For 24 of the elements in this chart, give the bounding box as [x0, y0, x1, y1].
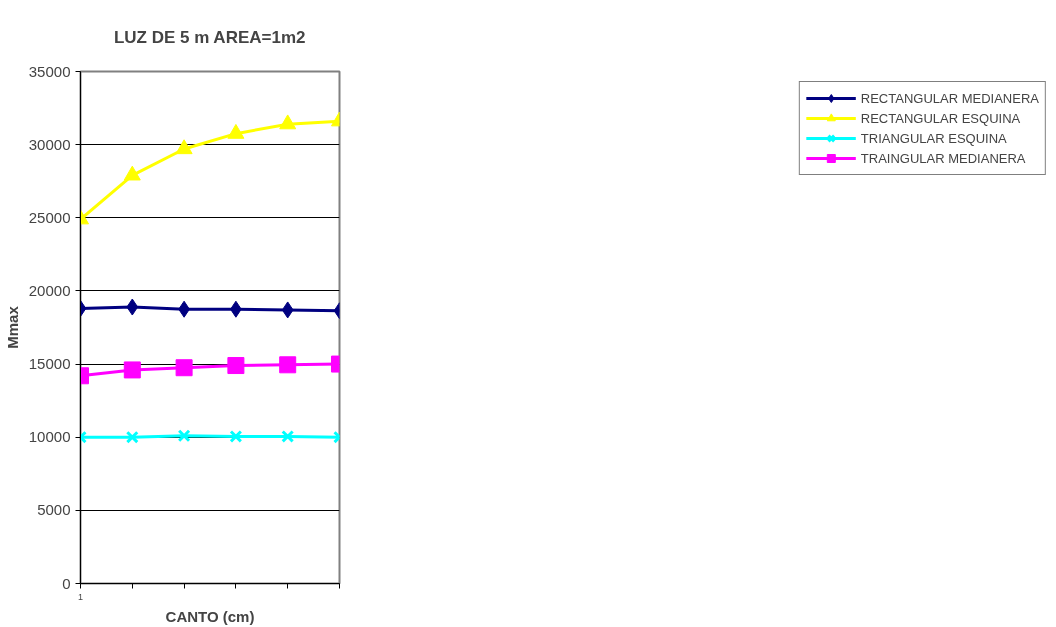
y-axis-title: Mmax — [3, 305, 21, 349]
point — [281, 301, 294, 319]
y-tick-label: 10000 — [28, 428, 71, 446]
point — [175, 359, 193, 377]
x-axis-title: CANTO (cm) — [165, 607, 255, 625]
legend-label: TRAINGULAR MEDIANERA — [860, 150, 1026, 166]
point — [175, 139, 193, 155]
y-tick-label: 5000 — [37, 501, 71, 519]
y-tick-label: 25000 — [28, 208, 71, 226]
point — [227, 357, 245, 375]
point — [229, 430, 243, 443]
point — [126, 298, 139, 316]
point — [177, 429, 191, 443]
legend-label: TRIANGULAR ESQUINA — [860, 130, 1007, 146]
y-tick-label: 0 — [62, 574, 71, 592]
x-tick-label: 1 — [78, 591, 84, 602]
chart-title: LUZ DE 5 m AREA=1m2 — [113, 27, 306, 47]
legend-label: RECTANGULAR ESQUINA — [860, 110, 1021, 126]
y-tick-label: 30000 — [28, 135, 71, 153]
y-tick-label: 20000 — [28, 281, 71, 299]
legend-label: RECTANGULAR MEDIANERA — [860, 90, 1039, 106]
y-tick-label: 15000 — [28, 355, 71, 373]
point — [227, 123, 245, 139]
y-tick-label: 35000 — [28, 62, 71, 80]
